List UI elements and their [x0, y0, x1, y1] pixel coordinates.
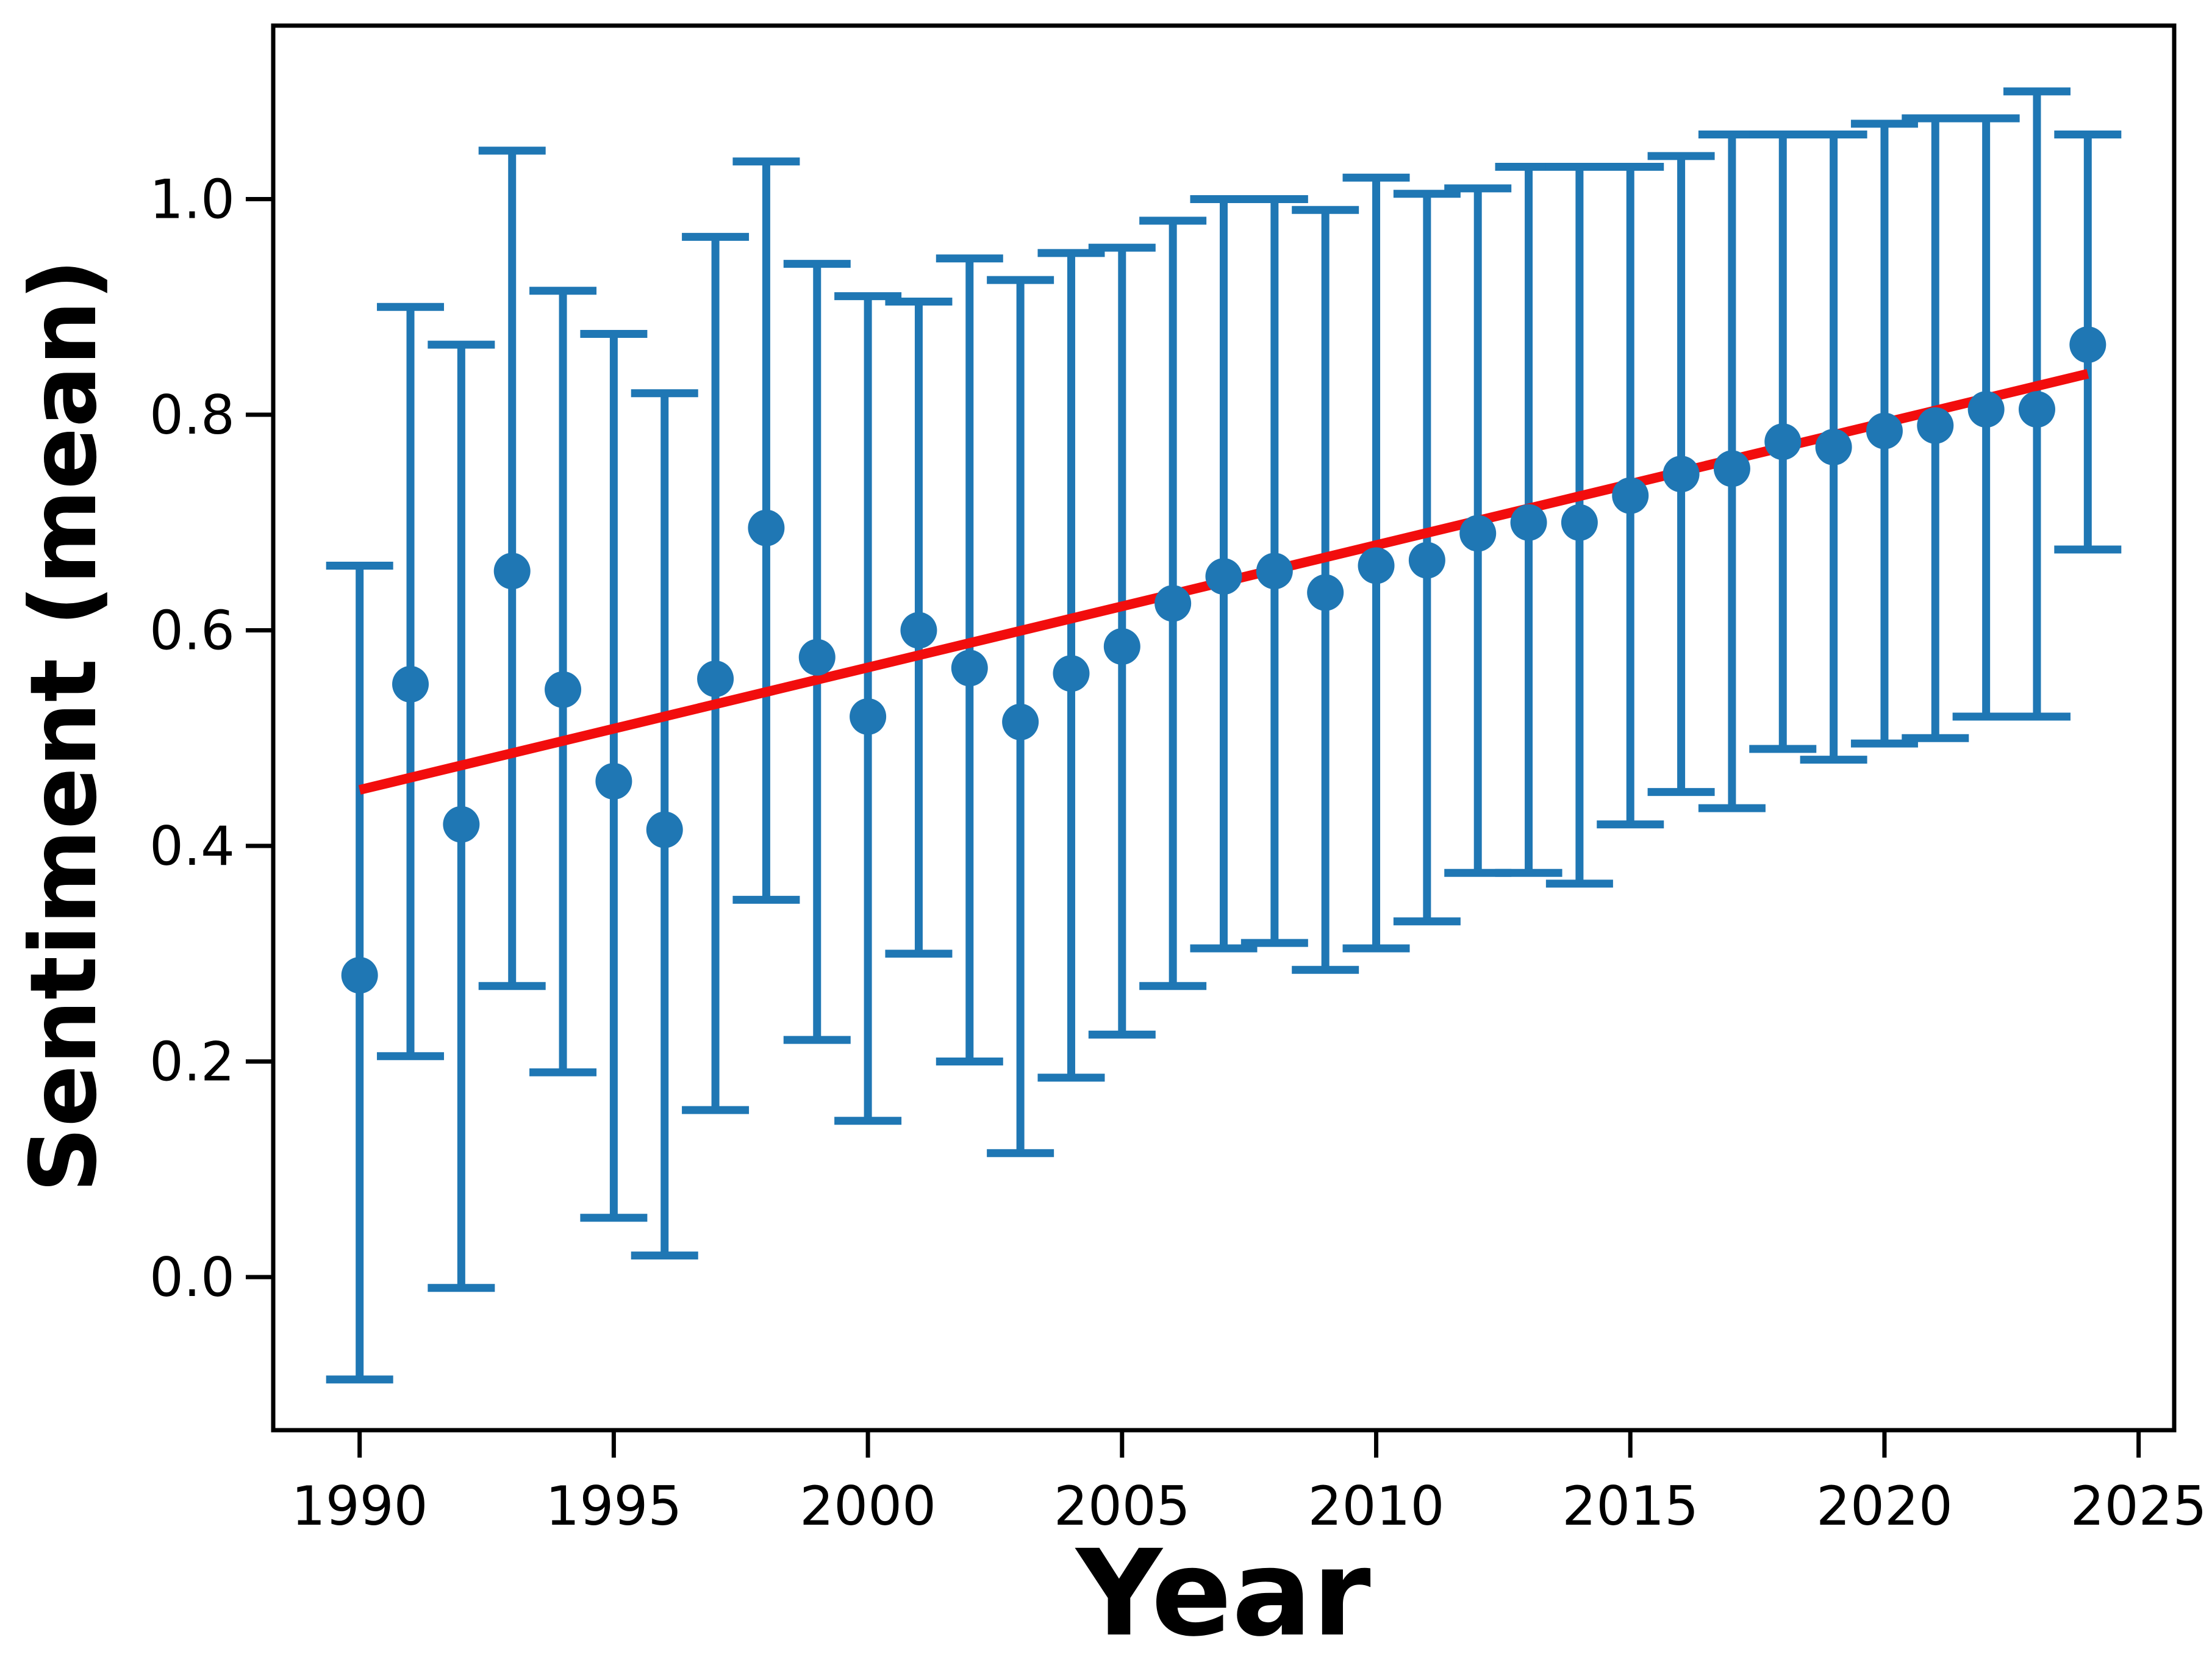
data-point-2018	[1764, 423, 1802, 460]
data-point-1993	[493, 553, 531, 590]
data-point-2012	[1459, 515, 1497, 552]
x-tick-label-1995: 1995	[545, 1475, 682, 1538]
y-tick-label-0.4: 0.4	[149, 815, 235, 878]
data-point-1990	[341, 957, 378, 994]
data-point-2017	[1713, 450, 1750, 487]
x-tick-label-2005: 2005	[1054, 1475, 1190, 1538]
x-tick-label-2015: 2015	[1562, 1475, 1698, 1538]
data-points-group	[341, 326, 2106, 994]
data-point-1996	[646, 811, 683, 848]
data-point-2020	[1866, 412, 1903, 449]
data-point-2019	[1815, 429, 1852, 466]
x-axis-tick-labels: 1990 1995 2000 2005 2010 2015 2020 2025	[292, 1475, 2207, 1538]
y-tick-label-0.2: 0.2	[149, 1031, 235, 1094]
data-point-1991	[392, 665, 429, 703]
data-point-2006	[1154, 585, 1192, 622]
y-tick-label-0.8: 0.8	[149, 384, 235, 446]
x-tick-label-2025: 2025	[2071, 1475, 2207, 1538]
axes-spines	[271, 23, 2177, 1433]
x-tick-label-2020: 2020	[1816, 1475, 1953, 1538]
data-point-2013	[1510, 504, 1547, 541]
data-point-1994	[545, 671, 582, 708]
data-point-2016	[1663, 456, 1700, 493]
data-point-2000	[850, 698, 887, 735]
data-point-2005	[1103, 628, 1140, 665]
data-point-2001	[900, 612, 937, 649]
data-point-1997	[697, 661, 734, 698]
x-tick-label-1990: 1990	[292, 1475, 428, 1538]
data-point-2004	[1053, 655, 1090, 692]
x-axis-label: Year	[1075, 1524, 1370, 1663]
data-point-2024	[2069, 326, 2106, 363]
data-point-1995	[595, 762, 632, 800]
y-axis-ticks	[246, 197, 273, 1280]
x-axis-ticks	[357, 1430, 2141, 1458]
data-point-2002	[951, 650, 988, 687]
data-point-2003	[1002, 703, 1039, 740]
data-point-2021	[1917, 407, 1954, 444]
data-point-1999	[798, 639, 836, 676]
data-point-2009	[1307, 574, 1344, 611]
data-point-1992	[443, 806, 480, 843]
x-tick-label-2010: 2010	[1308, 1475, 1445, 1538]
y-axis-tick-labels: 0.0 0.2 0.4 0.6 0.8 1.0	[149, 168, 235, 1309]
x-tick-label-2000: 2000	[800, 1475, 936, 1538]
data-point-2010	[1358, 547, 1395, 584]
data-point-2022	[1967, 391, 2005, 428]
data-point-2008	[1256, 553, 1293, 590]
data-point-1998	[748, 509, 785, 546]
data-point-2011	[1408, 542, 1445, 579]
data-point-2014	[1561, 504, 1598, 541]
y-tick-label-1: 1.0	[149, 168, 235, 231]
y-tick-label-0.6: 0.6	[149, 600, 235, 662]
data-point-2007	[1205, 558, 1242, 595]
data-point-2023	[2018, 391, 2055, 428]
data-point-2015	[1612, 477, 1649, 514]
y-tick-label-0: 0.0	[149, 1246, 235, 1309]
y-axis-label: Sentiment (mean)	[11, 259, 117, 1193]
